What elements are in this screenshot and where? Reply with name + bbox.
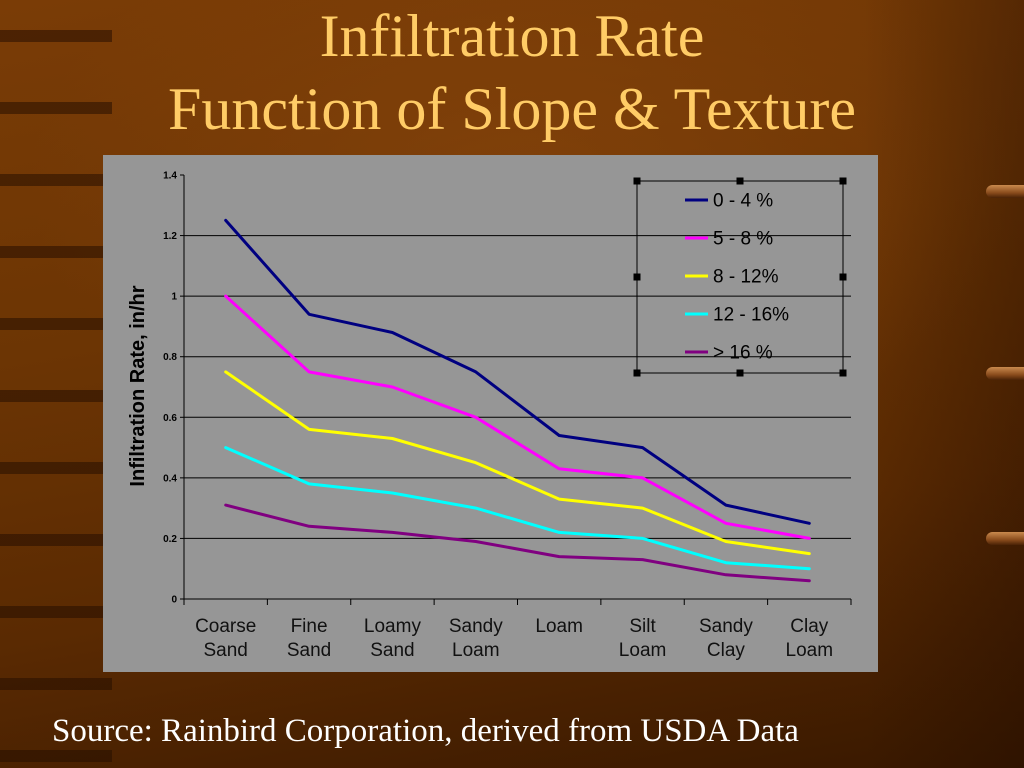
series-line <box>224 503 811 583</box>
legend-label: 0 - 4 % <box>713 191 773 212</box>
x-tick-labels: Coarse Sand Fine Sand Loamy Sand Sandy Loam… <box>103 155 878 672</box>
chart-panel: 0 0.2 0.4 0.6 0.8 1 1.2 1.4 Infiltration Rate, … <box>103 155 878 672</box>
legend-label: 5 - 8 % <box>713 229 773 250</box>
source-caption: Source: Rainbird Corporation, derived fr… <box>52 713 799 749</box>
decorative-tab <box>986 185 1024 198</box>
slide-title-line-1: Infiltration Rate <box>319 3 705 69</box>
y-axis-title: Infiltration Rate, in/hr <box>127 285 149 486</box>
x-tick-label: Loamy Sand <box>363 616 421 661</box>
y-tick-label: 1.4 <box>163 171 177 182</box>
x-tick-label: Coarse Sand <box>195 616 257 661</box>
x-tick-label: Sandy Loam <box>448 616 503 661</box>
axes <box>180 174 852 605</box>
legend-label: 8 - 12% <box>713 267 779 288</box>
y-tick-label: 1 <box>171 292 177 303</box>
selection-handle[interactable] <box>736 177 744 185</box>
y-tick-label: 0.4 <box>163 473 177 484</box>
slide-title: Infiltration Rate Function of Slope & Te… <box>0 0 1024 146</box>
selection-handle[interactable] <box>633 273 641 281</box>
selection-handle[interactable] <box>633 177 641 185</box>
decorative-tab <box>986 367 1024 380</box>
gridlines <box>184 235 851 539</box>
series-line <box>224 218 811 525</box>
y-tick-label: 0.2 <box>163 534 177 545</box>
y-tick-labels: 0 0.2 0.4 0.6 0.8 1 1.2 1.4 <box>163 171 177 606</box>
legend-label: 12 - 16% <box>713 305 789 326</box>
decorative-tab <box>986 532 1024 545</box>
x-tick-label: Clay Loam <box>785 616 834 661</box>
legend: 0 - 4 % 5 - 8 % 8 - 12% 12 - 16% > 16 % <box>633 177 847 377</box>
selection-handle[interactable] <box>839 177 847 185</box>
y-tick-label: 0 <box>171 595 177 606</box>
series-line <box>224 446 811 571</box>
series-line <box>224 370 811 556</box>
x-tick-label: Sandy Clay <box>699 616 753 661</box>
y-tick-label: 1.2 <box>163 231 177 242</box>
plot-series <box>224 218 811 583</box>
selection-handle[interactable] <box>839 369 847 377</box>
legend-label: > 16 % <box>713 343 773 364</box>
y-tick-label: 0.8 <box>163 352 177 363</box>
line-chart: 0 0.2 0.4 0.6 0.8 1 1.2 1.4 Infiltration Rate, … <box>127 171 852 606</box>
x-tick-label: Fine Sand <box>286 616 332 661</box>
y-tick-label: 0.6 <box>163 413 177 424</box>
selection-handle[interactable] <box>633 369 641 377</box>
series-line <box>224 294 811 540</box>
x-tick-label: Loam <box>535 616 583 637</box>
slide-title-line-2: Function of Slope & Texture <box>168 76 856 142</box>
x-tick-label: Silt Loam <box>618 616 667 661</box>
background-shade <box>864 0 1024 768</box>
selection-handle[interactable] <box>839 273 847 281</box>
selection-handle[interactable] <box>736 369 744 377</box>
background-wood-stripes <box>0 0 112 768</box>
